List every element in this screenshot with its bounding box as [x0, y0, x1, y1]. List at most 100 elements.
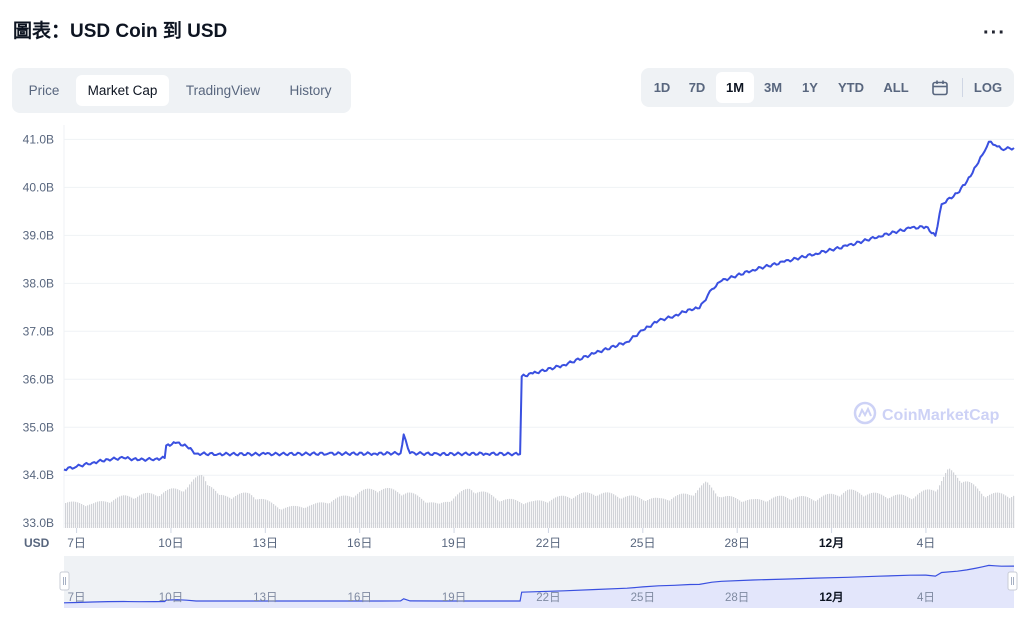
volume-bar	[81, 504, 83, 528]
volume-bar	[365, 488, 367, 528]
volume-bar	[461, 491, 463, 528]
volume-bar	[293, 505, 295, 528]
volume-bar	[313, 504, 315, 528]
volume-bar	[607, 492, 609, 528]
volume-bar	[325, 502, 327, 528]
volume-bar	[139, 495, 141, 528]
volume-bar	[165, 491, 167, 528]
range-1d[interactable]: 1D	[653, 80, 671, 95]
navigator-label: 10日	[159, 592, 183, 604]
volume-bar	[785, 496, 787, 528]
volume-bar	[239, 493, 241, 528]
range-ytd[interactable]: YTD	[838, 80, 864, 95]
log-scale-toggle[interactable]: LOG	[973, 80, 1003, 95]
volume-bar	[987, 496, 989, 528]
y-tick-label: 37.0B	[23, 324, 54, 338]
volume-bar	[729, 496, 731, 528]
range-1m[interactable]: 1M	[716, 72, 754, 103]
volume-bar	[749, 499, 751, 528]
volume-bar	[905, 495, 907, 528]
volume-bar	[411, 492, 413, 528]
volume-bar	[965, 481, 967, 528]
navigator-left-handle[interactable]	[59, 571, 70, 591]
navigator-label: 7日	[68, 592, 86, 604]
volume-bar	[967, 481, 969, 528]
volume-bar	[779, 495, 781, 528]
volume-bar	[357, 493, 359, 528]
volume-bar	[971, 482, 973, 528]
volume-bar	[369, 488, 371, 528]
volume-bar	[151, 493, 153, 528]
volume-bar	[1009, 498, 1011, 528]
divider	[962, 78, 963, 97]
volume-bar	[455, 496, 457, 528]
y-tick-label: 38.0B	[23, 276, 54, 290]
volume-bar	[565, 496, 567, 528]
x-tick-label: 10日	[158, 536, 183, 550]
volume-bar	[731, 496, 733, 528]
tab-market-cap[interactable]: Market Cap	[76, 75, 169, 106]
volume-bar	[327, 503, 329, 528]
volume-bar	[453, 498, 455, 528]
range-3m[interactable]: 3M	[763, 80, 783, 95]
tab-history[interactable]: History	[289, 83, 332, 98]
time-range-selector: 1D 7D 1M 3M 1Y YTD ALL LOG	[641, 68, 1014, 107]
volume-bar	[469, 488, 471, 528]
volume-bar	[999, 492, 1001, 528]
volume-bar	[973, 484, 975, 528]
volume-bar	[91, 503, 93, 528]
tab-tradingview[interactable]: TradingView	[185, 83, 261, 98]
volume-bar	[509, 498, 511, 528]
volume-bar	[303, 507, 305, 528]
range-all[interactable]: ALL	[883, 80, 909, 95]
volume-bar	[277, 507, 279, 528]
volume-bar	[579, 493, 581, 528]
volume-bar	[715, 493, 717, 528]
navigator-label: 28日	[725, 592, 749, 604]
volume-bar	[197, 476, 199, 528]
watermark-text: CoinMarketCap	[882, 407, 1000, 424]
calendar-icon[interactable]	[923, 72, 957, 103]
volume-bar	[177, 489, 179, 528]
tab-price[interactable]: Price	[28, 83, 60, 98]
volume-bar	[551, 499, 553, 528]
volume-bar	[175, 488, 177, 528]
volume-bar	[471, 490, 473, 528]
volume-bar	[881, 494, 883, 528]
volume-bar	[541, 500, 543, 528]
volume-bar	[229, 497, 231, 528]
range-7d[interactable]: 7D	[688, 80, 706, 95]
range-1y[interactable]: 1Y	[802, 80, 818, 95]
volume-bar	[769, 499, 771, 528]
volume-bar	[107, 502, 109, 528]
volume-bar	[309, 505, 311, 528]
volume-bar	[437, 503, 439, 528]
volume-bar	[419, 497, 421, 528]
volume-bar	[237, 494, 239, 528]
volume-bar	[75, 501, 77, 528]
volume-bar	[381, 489, 383, 528]
volume-bar	[499, 501, 501, 528]
volume-bar	[789, 499, 791, 528]
volume-bar	[989, 494, 991, 528]
volume-bar	[773, 497, 775, 528]
volume-bar	[167, 489, 169, 528]
volume-bar	[517, 500, 519, 528]
volume-bar	[895, 495, 897, 528]
volume-bar	[275, 505, 277, 528]
navigator-right-handle[interactable]	[1007, 571, 1018, 591]
volume-bar	[839, 496, 841, 528]
volume-bar	[829, 493, 831, 528]
volume-bar	[819, 498, 821, 528]
volume-bar	[591, 493, 593, 528]
volume-bar	[633, 495, 635, 528]
volume-bar	[869, 493, 871, 528]
volume-bar	[537, 500, 539, 528]
volume-bar	[201, 475, 203, 528]
volume-bar	[105, 501, 107, 528]
volume-bar	[727, 495, 729, 528]
more-options-icon[interactable]: ···	[983, 22, 1006, 44]
volume-bar	[901, 494, 903, 528]
volume-bar	[435, 502, 437, 528]
volume-bar	[87, 505, 89, 528]
